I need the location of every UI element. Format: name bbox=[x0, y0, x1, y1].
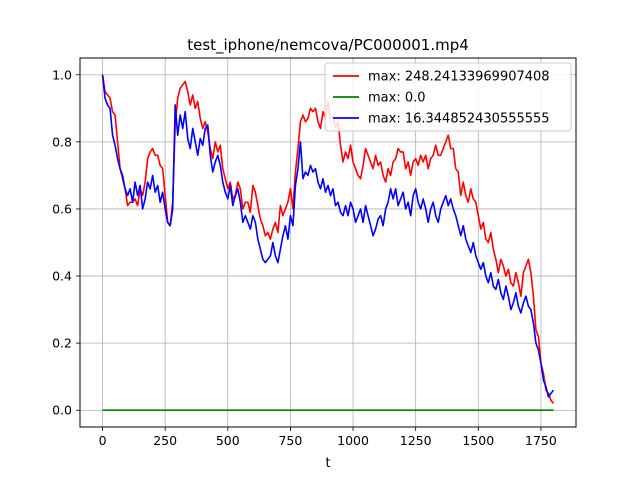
y-tick-label: 0.2 bbox=[52, 336, 72, 351]
legend-label-0: max: 248.24133969907408 bbox=[368, 70, 550, 85]
x-tick-label: 750 bbox=[278, 433, 302, 448]
legend-label-1: max: 0.0 bbox=[368, 91, 426, 106]
plot-frame bbox=[79, 57, 577, 428]
y-tick-label: 0.4 bbox=[52, 269, 72, 284]
y-tick-label: 0.8 bbox=[52, 134, 72, 149]
y-tick-label: 1.0 bbox=[52, 67, 72, 82]
legend-box bbox=[324, 62, 572, 132]
chart-title: test_iphone/nemcova/PC000001.mp4 bbox=[187, 36, 469, 55]
x-tick-label: 1750 bbox=[525, 433, 557, 448]
legend-label-2: max: 16.344852430555555 bbox=[368, 112, 550, 127]
legend: max: 248.24133969907408 max: 0.0 max: 16.3… bbox=[324, 62, 572, 132]
x-tick-label: 0 bbox=[99, 433, 107, 448]
x-axis-label: t bbox=[325, 456, 330, 471]
y-tick-label: 0.0 bbox=[52, 403, 72, 418]
x-tick-label: 1500 bbox=[462, 433, 494, 448]
x-tick-label: 250 bbox=[153, 433, 177, 448]
x-tick-label: 1250 bbox=[400, 433, 432, 448]
y-tick-label: 0.6 bbox=[52, 201, 72, 216]
x-tick-label: 1000 bbox=[337, 433, 369, 448]
series-line-2 bbox=[101, 74, 555, 398]
axis-ticks: 0 250 500 750 1000 1250 1500 1750 0.0 0.2 0.4 0.6 0.… bbox=[52, 67, 557, 448]
x-tick-label: 500 bbox=[216, 433, 240, 448]
